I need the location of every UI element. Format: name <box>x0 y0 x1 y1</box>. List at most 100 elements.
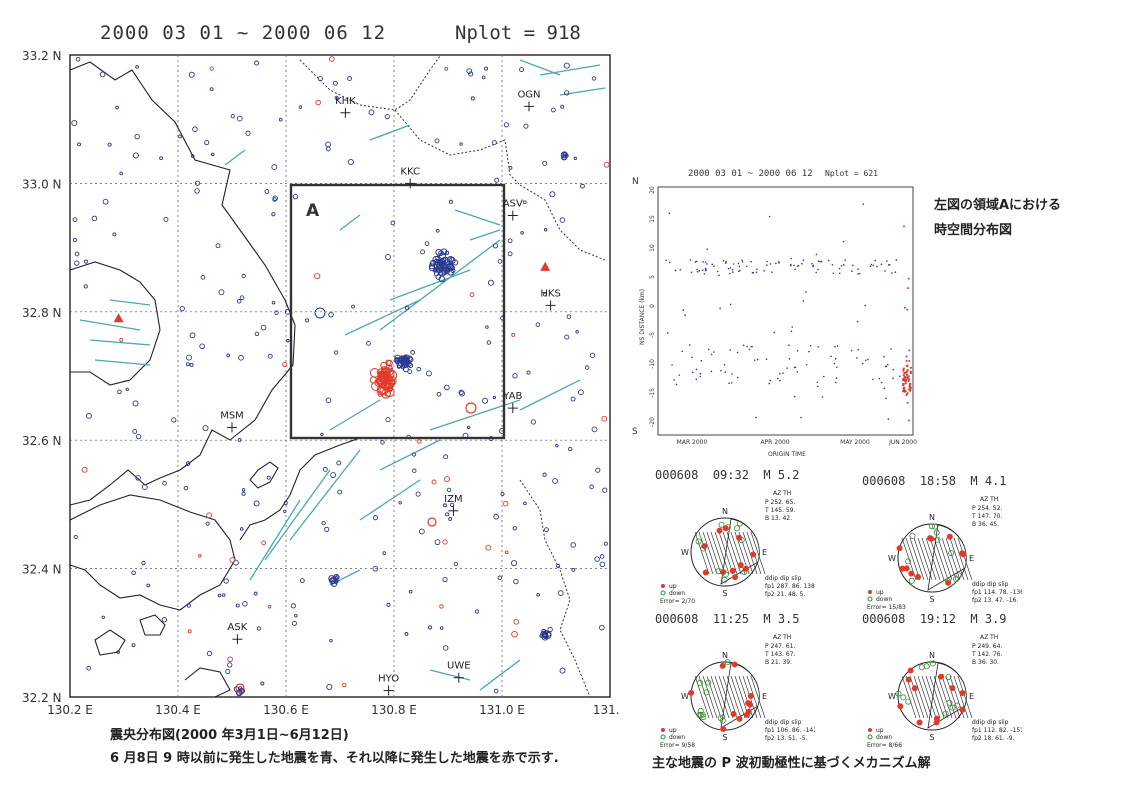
hatch <box>750 675 766 719</box>
epicenter-blue <box>290 603 296 609</box>
epicenter-red <box>81 466 88 473</box>
volcano-markers <box>113 261 551 323</box>
epicenter-red <box>267 604 272 609</box>
mech-b-axis: B 36. 45. <box>972 521 999 528</box>
mech-error: Error= 15/83 <box>867 604 906 611</box>
spacetime-point <box>857 268 859 270</box>
map-caption-1: 震央分布図(2000 年3月1日~6月12日) <box>110 728 349 743</box>
polarity-mark <box>716 527 723 534</box>
polarity-mark <box>916 719 923 726</box>
epicenter-red <box>504 550 509 555</box>
epicenter-blue <box>560 104 565 109</box>
spacetime-point <box>815 271 818 274</box>
polarity-mark <box>696 711 703 718</box>
mech-east: E <box>762 692 767 701</box>
spacetime-point <box>766 260 768 263</box>
epicenter-red <box>314 273 321 280</box>
region-a-box <box>289 183 506 440</box>
spacetime-point <box>691 356 693 359</box>
epicenter-blue <box>482 397 489 404</box>
epicenter-blue <box>75 56 81 62</box>
polarity-mark <box>722 525 729 532</box>
epicenter-blue <box>366 340 371 346</box>
spacetime-point <box>763 269 765 272</box>
spacetime-point <box>880 381 883 384</box>
spacetime-point <box>907 375 910 378</box>
polarity-mark <box>718 521 725 528</box>
spacetime-xtick: JUN 2000 <box>888 439 917 446</box>
spacetime-point <box>741 259 743 262</box>
spacetime-point <box>842 240 845 243</box>
mech-t-axis: T 143. 67. <box>764 651 795 658</box>
spacetime-point <box>720 369 722 372</box>
spacetime-point <box>906 392 909 395</box>
epicenter-blue <box>599 624 605 631</box>
mech-p-axis: P 247. 61. <box>765 643 795 650</box>
spacetime-point <box>778 262 780 264</box>
epicenter-blue <box>543 292 547 297</box>
epicenter-blue <box>564 90 570 96</box>
epicenter-red <box>377 380 384 387</box>
epicenter-blue <box>551 107 556 113</box>
epicenter-blue <box>159 156 164 161</box>
epicenter-red <box>229 557 236 563</box>
volcano-triangle <box>113 313 124 323</box>
epicenter-blue <box>543 228 548 232</box>
epicenter-blue <box>77 142 81 147</box>
mech-axes-header: AZ TH <box>773 490 791 497</box>
epicenter-blue <box>347 76 352 81</box>
epicenter-red <box>443 476 450 483</box>
station-label: HYO <box>378 674 399 685</box>
epicenter-blue <box>189 362 194 367</box>
polarity-mark <box>705 679 712 686</box>
epicenter-blue <box>194 180 201 186</box>
epicenter-blue <box>210 152 215 157</box>
epicenter-blue <box>380 440 385 445</box>
epicenter-blue <box>563 62 570 69</box>
mech-mag: M 3.5 <box>763 612 800 626</box>
spacetime-point <box>732 263 735 265</box>
spacetime-point <box>904 382 907 385</box>
polarity-mark <box>938 673 945 680</box>
epicenter-blue <box>419 249 426 255</box>
spacetime-point <box>691 371 694 374</box>
epicenter-blue <box>199 343 205 350</box>
fault-line <box>559 87 606 96</box>
epicenter-blue <box>325 146 331 152</box>
epicenter-blue <box>398 501 402 505</box>
mech-fp1: fp1 114. 78. -136. <box>972 589 1022 596</box>
spacetime-point <box>769 263 772 265</box>
epicenter-blue <box>441 257 447 262</box>
spacetime-point <box>773 331 776 334</box>
epicenter-blue <box>278 117 283 122</box>
mech-west: W <box>681 692 689 701</box>
longitude-labels: 130.2 E 130.4 E 130.6 E 130.8 E 131.0 E 131.2 <box>47 703 620 717</box>
map-frame <box>69 54 611 698</box>
spacetime-point <box>736 376 739 379</box>
hatch <box>698 531 714 575</box>
epicenter-red <box>384 380 394 390</box>
epicenter-blue <box>570 542 576 548</box>
polarity-mark <box>736 520 743 527</box>
spacetime-point <box>696 268 698 271</box>
spacetime-point <box>905 355 908 358</box>
spacetime-point <box>832 272 835 275</box>
epicenter-blue <box>512 526 517 531</box>
spacetime-point <box>836 366 838 369</box>
epicenter-blue <box>209 87 214 91</box>
spacetime-point <box>903 306 906 309</box>
spacetime-point <box>746 345 748 348</box>
polarity-mark <box>949 704 956 711</box>
hatch <box>750 531 766 575</box>
mech-error: Error= 2/70 <box>660 598 695 605</box>
spacetime-point <box>794 366 797 368</box>
polarity-mark <box>697 707 704 714</box>
epicenter-blue <box>125 387 129 392</box>
hatch <box>746 675 762 719</box>
epicenter-blue <box>430 259 437 266</box>
spacetime-point <box>704 267 707 270</box>
map-grid <box>70 55 610 697</box>
mechanism-panel-1: 000608 09:32 M 5.2 N S E W AZ TH P 252. 65. T … <box>655 468 817 616</box>
epicenter-blue <box>205 521 210 526</box>
epicenter-blue <box>500 491 505 497</box>
